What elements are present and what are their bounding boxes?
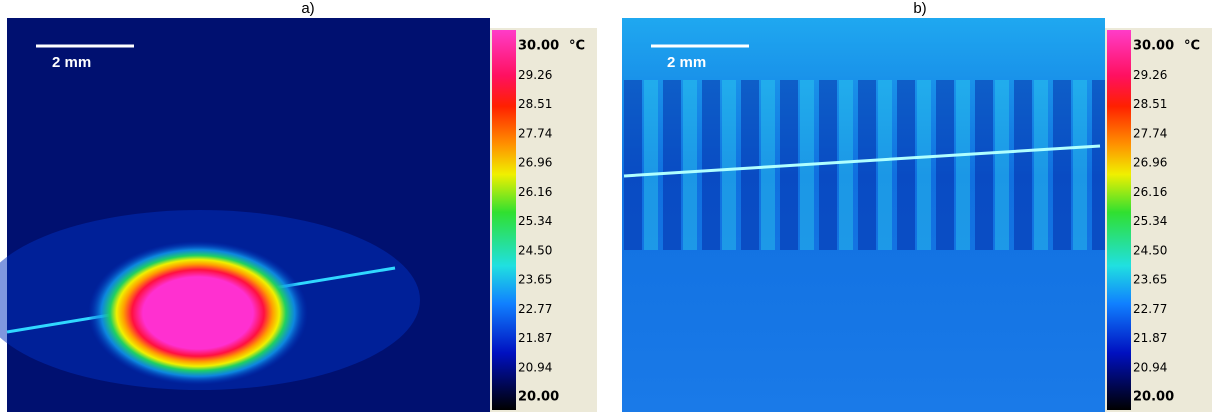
colorbar-label: 28.51	[518, 97, 552, 111]
colorbar-label: 27.74	[1133, 126, 1167, 140]
colorbar-label: 28.51	[1133, 97, 1167, 111]
colorbar-label: 20.94	[1133, 360, 1167, 374]
colorbar-label: 20.94	[518, 360, 552, 374]
colorbar-label: 26.96	[1133, 156, 1167, 170]
colorbar-label: 26.96	[518, 156, 552, 170]
colorbar-label: 20.00	[1133, 390, 1174, 405]
colorbar	[492, 30, 516, 410]
colorbar-label: 23.65	[518, 273, 552, 287]
colorbar-label: 20.00	[518, 390, 559, 405]
colorbar-label: 27.74	[518, 126, 552, 140]
colorbar-label: 30.00	[1133, 39, 1174, 54]
thermal-image-b	[622, 18, 1105, 412]
colorbar-label: 24.50	[518, 243, 552, 257]
thermal-image-a	[0, 18, 490, 412]
colorbar-label: 21.87	[1133, 331, 1167, 345]
colorbar-label: 26.16	[518, 185, 552, 199]
colorbar-label: 26.16	[1133, 185, 1167, 199]
colorbar	[1107, 30, 1131, 410]
colorbar-label: 25.34	[1133, 214, 1167, 228]
colorbar-unit: °C	[1184, 39, 1200, 54]
colorbar-label: 23.65	[1133, 273, 1167, 287]
colorbar-label: 25.34	[518, 214, 552, 228]
colorbar-label: 22.77	[518, 302, 552, 316]
panel-label: b)	[913, 0, 926, 17]
scale-bar-label: 2 mm	[667, 54, 706, 71]
colorbar-label: 29.26	[1133, 68, 1167, 82]
colorbar-label: 30.00	[518, 39, 559, 54]
colorbar-label: 24.50	[1133, 243, 1167, 257]
colorbar-label: 29.26	[518, 68, 552, 82]
scale-bar-label: 2 mm	[52, 54, 91, 71]
colorbar-label: 21.87	[518, 331, 552, 345]
colorbar-label: 22.77	[1133, 302, 1167, 316]
panel-label: a)	[301, 0, 314, 17]
colorbar-unit: °C	[569, 39, 585, 54]
